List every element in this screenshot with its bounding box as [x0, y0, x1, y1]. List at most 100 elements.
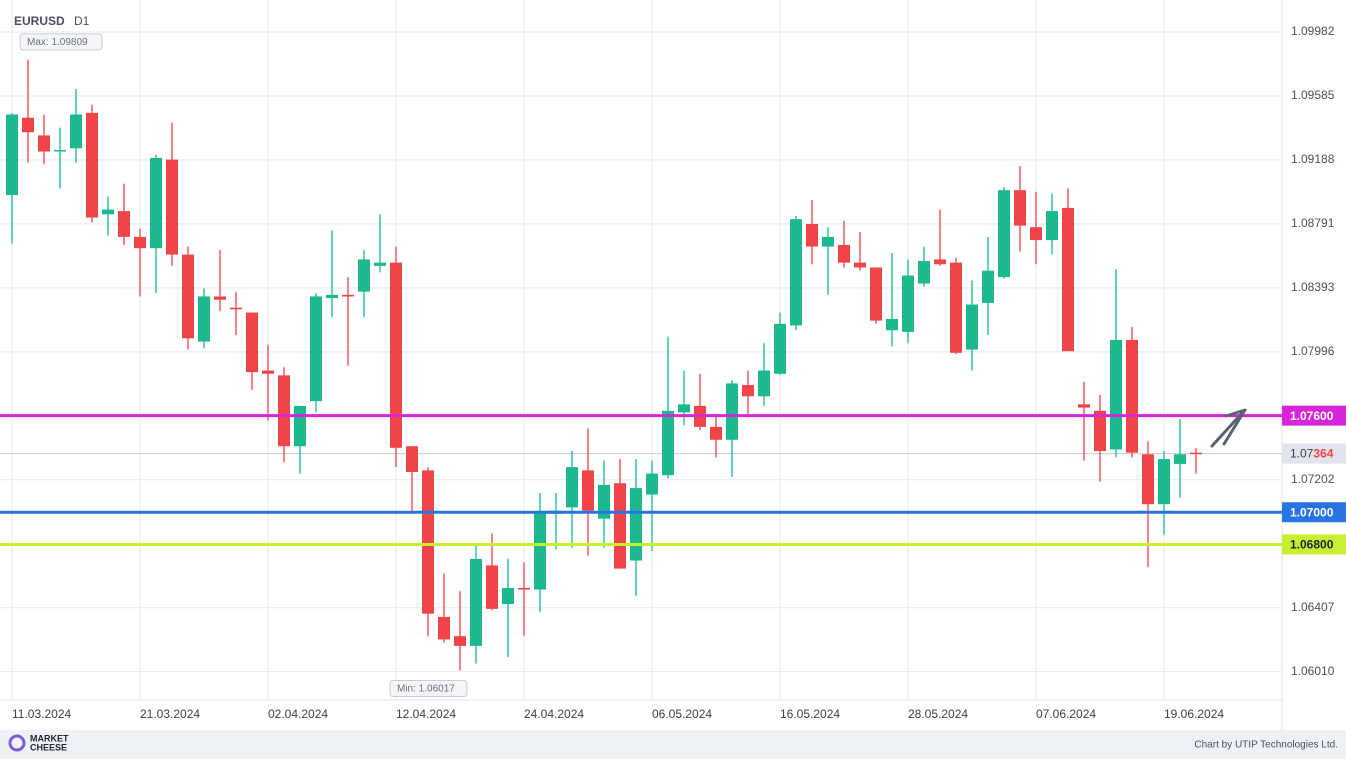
candle-body — [486, 565, 498, 609]
footer-bar — [0, 730, 1346, 759]
candle-body — [454, 636, 466, 646]
x-tick-label: 24.04.2024 — [524, 707, 584, 721]
candle-body — [966, 304, 978, 350]
candle-body — [662, 410, 674, 476]
candle-body — [678, 404, 690, 413]
x-tick-label: 21.03.2024 — [140, 707, 200, 721]
candle-body — [118, 211, 130, 237]
candle-body — [774, 323, 786, 374]
candle-body — [1174, 454, 1186, 464]
x-tick-label: 12.04.2024 — [396, 707, 456, 721]
y-tick-label: 1.09188 — [1291, 152, 1335, 166]
candle-body — [438, 616, 450, 640]
candle-body — [358, 259, 370, 292]
candle-body — [6, 114, 18, 196]
min-label: Min: 1.06017 — [397, 684, 455, 695]
level-label-bg — [1282, 534, 1346, 555]
candle-body — [998, 190, 1010, 278]
last-price-bg — [1282, 443, 1346, 464]
candle-body — [374, 262, 386, 266]
candle-body — [870, 267, 882, 321]
candle-body — [502, 587, 514, 605]
candle-body — [102, 209, 114, 215]
candle-body — [1030, 227, 1042, 241]
candle-body — [1190, 452, 1202, 455]
candle-body — [646, 473, 658, 495]
candle-body — [278, 375, 290, 447]
y-tick-label: 1.06010 — [1291, 664, 1335, 678]
candle-body — [598, 484, 610, 519]
level-label: 1.06800 — [1290, 538, 1334, 552]
candle-body — [214, 296, 226, 300]
candle-body — [246, 312, 258, 373]
candle-body — [38, 135, 50, 152]
candle-body — [1062, 207, 1074, 352]
timeframe: D1 — [74, 14, 90, 28]
candle-body — [710, 426, 722, 440]
candle-body — [534, 512, 546, 590]
candle-body — [566, 467, 578, 508]
x-tick-label: 16.05.2024 — [780, 707, 840, 721]
min-label-bg — [389, 680, 468, 698]
level-label-bg — [1282, 502, 1346, 523]
candle-body — [1094, 410, 1106, 452]
candle-body — [150, 157, 162, 249]
y-tick-label: 1.07996 — [1291, 344, 1335, 358]
candle-body — [918, 261, 930, 284]
candle-body — [134, 236, 146, 249]
x-tick-label: 11.03.2024 — [12, 707, 71, 721]
x-tick-label: 06.05.2024 — [652, 707, 712, 721]
candle-body — [822, 236, 834, 247]
candle-body — [630, 488, 642, 561]
level-label-bg — [1282, 405, 1346, 426]
candle-body — [406, 446, 418, 472]
arrow — [1210, 408, 1247, 448]
candle-body — [742, 385, 754, 397]
x-tick-label: 19.06.2024 — [1164, 707, 1224, 721]
candle-body — [422, 470, 434, 614]
candle-body — [70, 114, 82, 149]
brand-line: MARKET — [30, 733, 69, 743]
candle-body — [758, 370, 770, 397]
candle-body — [166, 159, 178, 255]
candle-body — [886, 319, 898, 331]
level-label: 1.07600 — [1290, 409, 1334, 423]
candle-body — [1046, 211, 1058, 241]
y-tick-label: 1.09585 — [1291, 88, 1335, 102]
candle-body — [854, 262, 866, 268]
x-tick-label: 02.04.2024 — [268, 707, 328, 721]
candle-body — [182, 254, 194, 339]
candle-body — [726, 383, 738, 440]
level-label: 1.07000 — [1290, 505, 1334, 519]
symbol: EURUSD — [14, 14, 65, 28]
candle-body — [806, 223, 818, 247]
y-tick-label: 1.06407 — [1291, 600, 1335, 614]
candle-body — [22, 117, 34, 133]
logo: MARKET CHEESE — [8, 733, 69, 752]
candle-body — [902, 275, 914, 332]
candle-body — [838, 244, 850, 263]
max-label-bg — [19, 33, 103, 51]
candle-body — [326, 294, 338, 299]
candle-body — [390, 262, 402, 448]
candle-body — [198, 296, 210, 342]
candle-body — [1126, 339, 1138, 453]
y-tick-label: 1.08791 — [1291, 216, 1335, 230]
candle-body — [342, 294, 354, 297]
y-tick-label: 1.08393 — [1291, 280, 1335, 294]
candle-body — [470, 558, 482, 646]
candle-body — [1014, 190, 1026, 226]
candle-body — [950, 262, 962, 353]
y-tick-label: 1.09982 — [1291, 24, 1335, 38]
candle-body — [1078, 404, 1090, 408]
max-label: Max: 1.09809 — [27, 37, 88, 48]
candle-body — [518, 587, 530, 590]
x-tick-label: 07.06.2024 — [1036, 707, 1096, 721]
logo-icon — [8, 734, 26, 752]
y-tick-label: 1.07202 — [1291, 472, 1335, 486]
candle-body — [1110, 339, 1122, 450]
candle-body — [230, 307, 242, 310]
candle-body — [982, 270, 994, 303]
candle-body — [86, 112, 98, 218]
